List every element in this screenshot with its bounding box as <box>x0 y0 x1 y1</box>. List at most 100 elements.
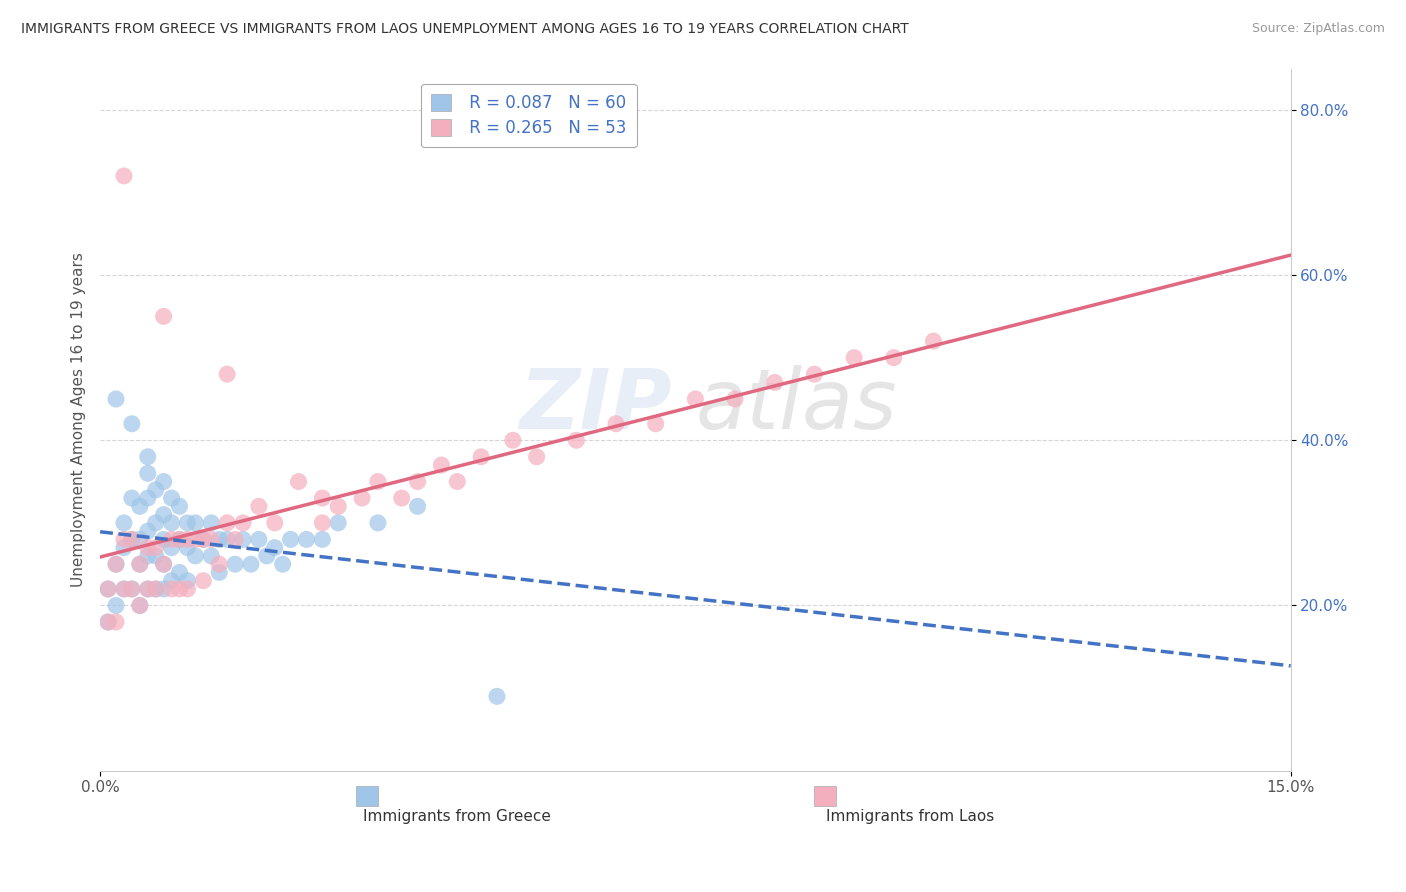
Point <box>169 533 191 547</box>
Point <box>224 533 246 547</box>
Point <box>605 417 627 431</box>
Point <box>502 434 524 448</box>
Point <box>112 169 135 183</box>
Point <box>239 557 262 571</box>
Point <box>271 557 294 571</box>
Point <box>112 516 135 530</box>
Point <box>176 541 198 555</box>
Point <box>311 516 333 530</box>
Point <box>136 491 159 505</box>
Point <box>763 376 786 390</box>
Point <box>121 582 143 596</box>
Point <box>470 450 492 464</box>
Point <box>208 557 231 571</box>
Point <box>406 475 429 489</box>
Point <box>232 533 254 547</box>
Point <box>121 417 143 431</box>
Point <box>247 533 270 547</box>
Point <box>922 334 945 348</box>
Point <box>644 417 666 431</box>
Point <box>152 508 174 522</box>
Point <box>160 491 183 505</box>
Point <box>128 500 150 514</box>
Point <box>295 533 318 547</box>
Text: ZIP: ZIP <box>519 365 672 446</box>
Point <box>526 450 548 464</box>
Point <box>391 491 413 505</box>
Point <box>145 483 167 497</box>
Text: atlas: atlas <box>696 365 897 446</box>
Point <box>145 582 167 596</box>
Point <box>350 491 373 505</box>
Point <box>152 557 174 571</box>
Point <box>128 533 150 547</box>
Point <box>883 351 905 365</box>
Point <box>105 557 128 571</box>
Point <box>160 574 183 588</box>
Point <box>152 475 174 489</box>
Point <box>112 582 135 596</box>
Point <box>193 574 215 588</box>
Point <box>128 599 150 613</box>
Point <box>803 367 825 381</box>
Point <box>160 582 183 596</box>
Point <box>367 516 389 530</box>
Point <box>176 516 198 530</box>
Point <box>169 533 191 547</box>
Point <box>121 582 143 596</box>
Point <box>128 599 150 613</box>
Point <box>169 500 191 514</box>
Point <box>112 582 135 596</box>
Point <box>176 533 198 547</box>
Point <box>193 533 215 547</box>
Text: Source: ZipAtlas.com: Source: ZipAtlas.com <box>1251 22 1385 36</box>
Point <box>121 533 143 547</box>
Point <box>136 549 159 563</box>
Point <box>842 351 865 365</box>
Point <box>184 549 207 563</box>
Text: Immigrants from Laos: Immigrants from Laos <box>825 809 994 824</box>
Point <box>232 516 254 530</box>
Point <box>193 533 215 547</box>
Point <box>169 566 191 580</box>
Point <box>160 516 183 530</box>
Point <box>328 500 350 514</box>
Point <box>136 582 159 596</box>
Point <box>169 582 191 596</box>
Point <box>430 458 453 472</box>
Point <box>200 533 222 547</box>
Point <box>446 475 468 489</box>
Point <box>263 516 285 530</box>
Point <box>184 516 207 530</box>
Point <box>247 500 270 514</box>
Point <box>145 582 167 596</box>
Point <box>145 541 167 555</box>
Point <box>97 615 120 629</box>
FancyBboxPatch shape <box>814 786 835 805</box>
Point <box>208 533 231 547</box>
Legend:  R = 0.087   N = 60,  R = 0.265   N = 53: R = 0.087 N = 60, R = 0.265 N = 53 <box>420 84 637 147</box>
Point <box>105 557 128 571</box>
FancyBboxPatch shape <box>356 786 377 805</box>
Point <box>311 533 333 547</box>
Point <box>121 491 143 505</box>
Point <box>152 310 174 324</box>
Point <box>565 434 588 448</box>
Point <box>685 392 707 406</box>
Point <box>97 582 120 596</box>
Point <box>485 690 508 704</box>
Text: Immigrants from Greece: Immigrants from Greece <box>363 809 551 824</box>
Point <box>224 557 246 571</box>
Point <box>256 549 278 563</box>
Point <box>128 557 150 571</box>
Y-axis label: Unemployment Among Ages 16 to 19 years: Unemployment Among Ages 16 to 19 years <box>72 252 86 587</box>
Point <box>311 491 333 505</box>
Point <box>112 541 135 555</box>
Point <box>263 541 285 555</box>
Point <box>136 450 159 464</box>
Point <box>97 582 120 596</box>
Point <box>217 367 239 381</box>
Point <box>160 541 183 555</box>
Point <box>328 516 350 530</box>
Point <box>208 566 231 580</box>
